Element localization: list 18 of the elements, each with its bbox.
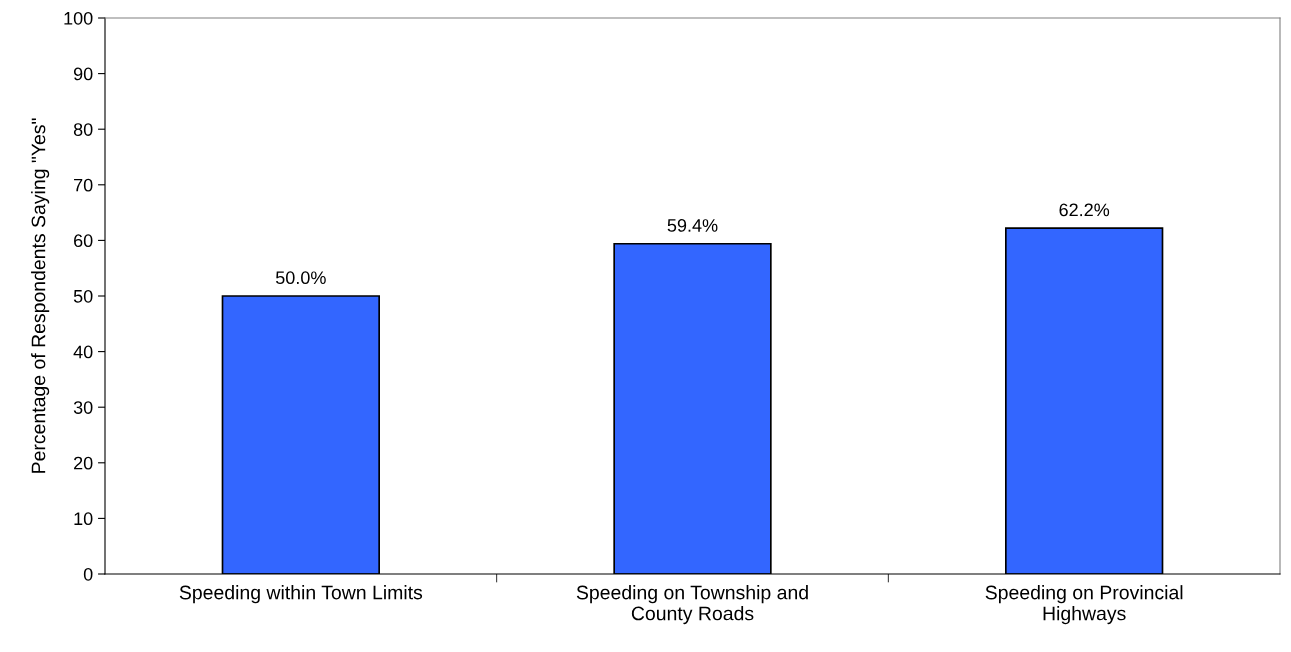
y-tick-label: 90 (73, 67, 93, 81)
y-tick-label: 20 (74, 456, 93, 470)
data-label: 62.2% (1059, 203, 1110, 217)
data-label: 50.0% (275, 271, 326, 285)
x-tick-label: Speeding within Town Limits (179, 585, 423, 604)
y-tick-label: 100 (64, 11, 93, 25)
x-tick-label: Speeding on Provincial Highways (985, 585, 1183, 625)
y-tick-label: 70 (74, 178, 93, 192)
data-label: 59.4% (667, 219, 718, 232)
y-tick-label: 40 (73, 345, 93, 359)
x-tick-label: Speeding on Township and County Roads (576, 585, 808, 625)
y-tick-label: 80 (73, 123, 93, 136)
y-tick-label: 30 (73, 401, 93, 414)
y-tick-label: 10 (74, 512, 93, 526)
y-tick-label: 60 (74, 234, 93, 248)
y-tick-label: 0 (83, 567, 93, 581)
y-tick-label: 50 (73, 289, 93, 303)
y-axis-title: Percentage of Respondents Saying "Yes" (31, 118, 50, 473)
